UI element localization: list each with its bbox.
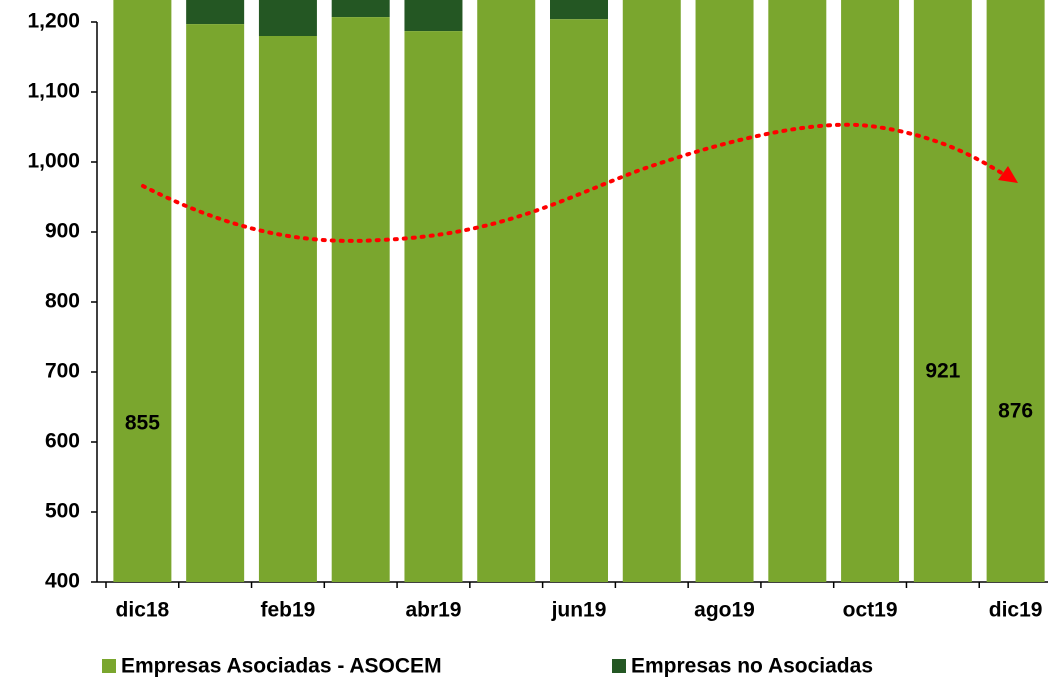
x-tick-label: feb19 <box>260 599 315 622</box>
x-tick-label: dic19 <box>989 599 1043 622</box>
x-tick-label: oct19 <box>843 599 898 622</box>
y-tick-label: 600 <box>45 430 80 453</box>
bar-segment <box>913 0 972 583</box>
y-tick-label: 1,200 <box>27 10 80 33</box>
bar-segment <box>550 0 608 20</box>
bar-segment <box>258 0 317 36</box>
bar-segment <box>477 0 536 582</box>
bar-segment <box>404 31 463 583</box>
bar-segment <box>986 0 1045 583</box>
y-tick-label: 700 <box>45 360 80 383</box>
x-tick-label: dic18 <box>116 599 170 622</box>
bar-segment <box>331 0 390 18</box>
value-label: 855 <box>125 412 160 435</box>
x-tick-label: abr19 <box>405 599 461 622</box>
value-label: 921 <box>925 360 960 383</box>
bar-segment <box>695 0 754 583</box>
legend-label: Empresas no Asociadas <box>631 655 873 678</box>
y-tick-label: 500 <box>45 500 80 523</box>
legend-swatch <box>102 659 116 673</box>
bar-segment <box>404 0 463 32</box>
x-tick-label: jun19 <box>551 599 607 622</box>
legend-swatch <box>612 659 626 673</box>
bar-segment <box>768 0 827 582</box>
y-tick-label: 1,000 <box>27 150 80 173</box>
y-tick-label: 400 <box>45 570 80 593</box>
bar-segment <box>841 0 900 582</box>
y-tick-label: 800 <box>45 290 80 313</box>
bar-segment <box>550 19 608 582</box>
x-tick-label: ago19 <box>694 599 755 622</box>
legend-label: Empresas Asociadas - ASOCEM <box>121 655 442 678</box>
bar-segment <box>186 0 245 25</box>
bar-segment <box>113 0 172 582</box>
trend-arrow <box>998 166 1018 183</box>
bar-segment <box>622 0 681 582</box>
bar-segment <box>258 36 317 582</box>
trend-line <box>141 122 1007 243</box>
value-label: 876 <box>998 400 1033 423</box>
bar-segment <box>331 17 390 583</box>
y-tick-label: 1,100 <box>27 80 80 103</box>
y-tick-label: 900 <box>45 220 80 243</box>
bar-segment <box>186 24 245 583</box>
